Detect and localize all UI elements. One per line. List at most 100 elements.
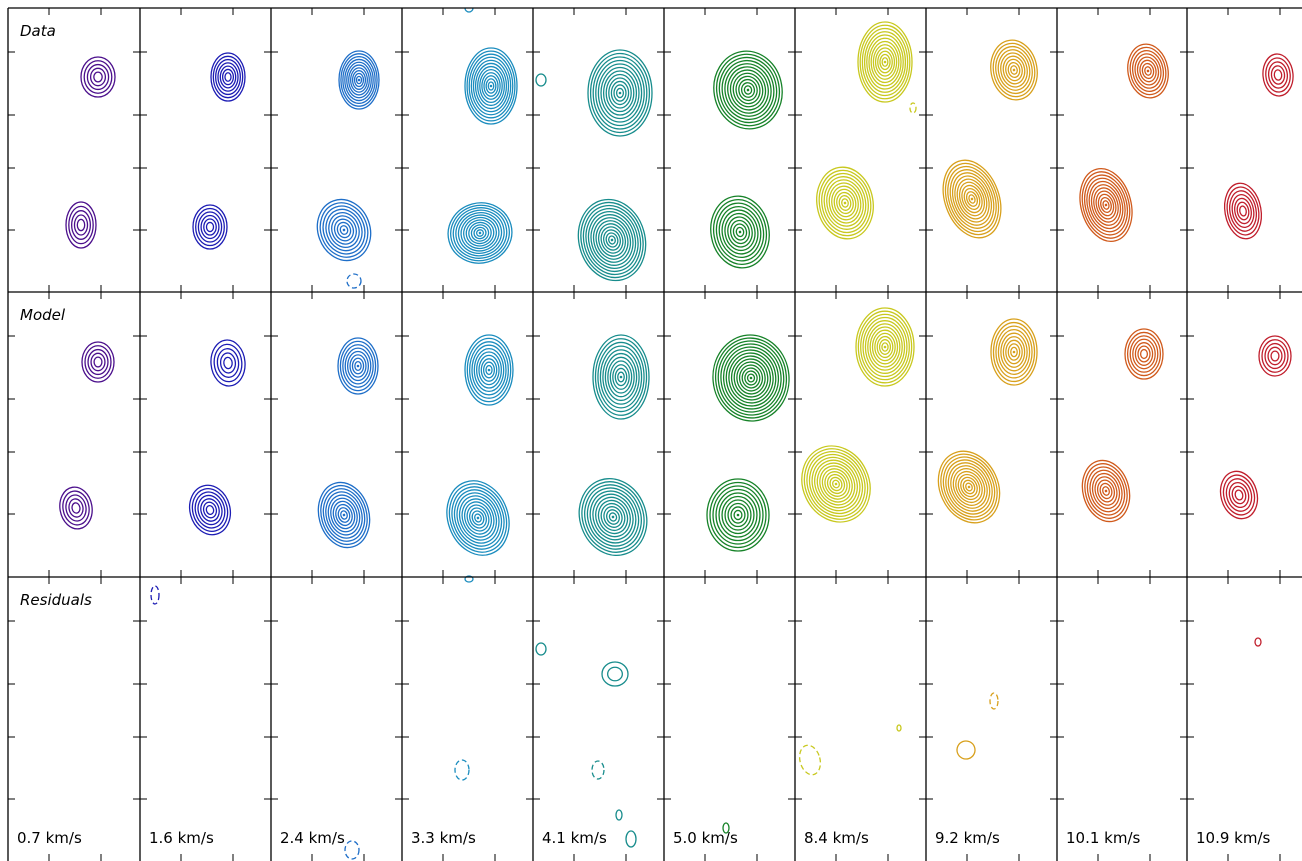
contour-blob [722, 822, 730, 834]
contour-level [727, 66, 769, 114]
contour-level [335, 503, 353, 527]
contour-level [592, 334, 650, 420]
contour-level [474, 62, 508, 110]
contour-level [197, 211, 223, 243]
contour-level [729, 69, 767, 111]
contour-level [951, 172, 993, 226]
contour-level [609, 360, 633, 394]
contour-level [819, 465, 853, 503]
contour-level [1091, 472, 1121, 510]
velocity-label: 9.2 km/s [935, 829, 1000, 847]
contour-level [874, 47, 896, 77]
contour-level [724, 212, 756, 252]
contour-level [585, 207, 639, 273]
contour-level [90, 352, 106, 372]
contour-blob [591, 760, 605, 780]
contour-peak [883, 60, 887, 64]
contour-level [200, 498, 220, 522]
contour-level [90, 18, 98, 34]
contour-level [823, 176, 867, 230]
velocity-label: 2.4 km/s [280, 829, 345, 847]
row-label-data: Data [20, 22, 56, 40]
contour-level [468, 221, 492, 245]
contour-level [965, 191, 979, 207]
contour-level [84, 345, 112, 379]
contour-level [733, 358, 769, 398]
contour-level [816, 462, 856, 506]
contour-level [455, 209, 505, 257]
contour-level [457, 212, 503, 254]
contour-level [732, 72, 764, 108]
contour-level [328, 211, 360, 249]
contour-peak [489, 84, 493, 88]
contour-blob [615, 809, 623, 821]
contour-level [89, 67, 107, 87]
contour-level [535, 73, 547, 87]
contour-level [730, 355, 772, 401]
contour-level [874, 332, 896, 362]
contour-blob [816, 166, 874, 240]
contour-level [949, 169, 995, 229]
velocity-label: 3.3 km/s [411, 829, 476, 847]
contour-blob [346, 273, 362, 289]
contour-level [881, 342, 889, 352]
contour-level [481, 72, 501, 100]
contour-level [1126, 331, 1162, 377]
contour-level [354, 360, 362, 372]
contour-level [958, 181, 986, 217]
contour-level [615, 87, 625, 99]
contour-level [62, 490, 90, 526]
contour-level [610, 80, 630, 106]
contour-peak [834, 482, 838, 486]
contour-level [605, 232, 619, 248]
contour-level [601, 661, 629, 687]
contour-blob [625, 830, 637, 848]
contour-level [866, 34, 904, 90]
contour-level [957, 473, 981, 501]
contour-level [475, 229, 485, 237]
contour-level [322, 488, 366, 542]
contour-level [465, 219, 495, 247]
contour-level [732, 223, 748, 241]
contour-level [210, 339, 246, 387]
channel-0-contours [59, 56, 116, 530]
contour-blob [150, 585, 160, 605]
contour-level [80, 56, 116, 98]
contour-level [715, 202, 765, 262]
contour-level [1139, 348, 1149, 360]
contour-blob [338, 50, 380, 110]
contour-level [1139, 59, 1157, 83]
contour-blob [990, 318, 1038, 386]
contour-level [83, 60, 113, 94]
contour-level [464, 334, 514, 406]
channel-9-contours [1219, 53, 1294, 647]
contour-level [1223, 182, 1263, 240]
contour-level [344, 840, 360, 860]
contour-level [586, 487, 640, 547]
contour-level [327, 494, 361, 536]
contour-level [1231, 194, 1255, 228]
contour-blob [80, 56, 116, 98]
contour-level [989, 692, 999, 710]
contour-level [709, 481, 767, 549]
contour-level [1231, 485, 1247, 505]
contour-level [93, 356, 103, 368]
contour-level [604, 352, 638, 402]
contour-level [878, 339, 892, 355]
contour-level [877, 50, 893, 74]
channel-3-contours [446, 8, 518, 781]
contour-level [1088, 180, 1124, 230]
contour-level [87, 348, 109, 376]
contour-level [86, 63, 110, 91]
contour-blob [937, 450, 1001, 524]
contour-peak [1012, 68, 1016, 72]
contour-level [474, 513, 482, 523]
contour-level [857, 21, 913, 103]
contour-level [463, 501, 493, 535]
contour-level [738, 78, 758, 102]
contour-level [1261, 339, 1289, 373]
velocity-label: 5.0 km/s [673, 829, 738, 847]
contour-level [808, 453, 864, 515]
contour-level [592, 493, 634, 541]
contour-level [1234, 489, 1244, 501]
